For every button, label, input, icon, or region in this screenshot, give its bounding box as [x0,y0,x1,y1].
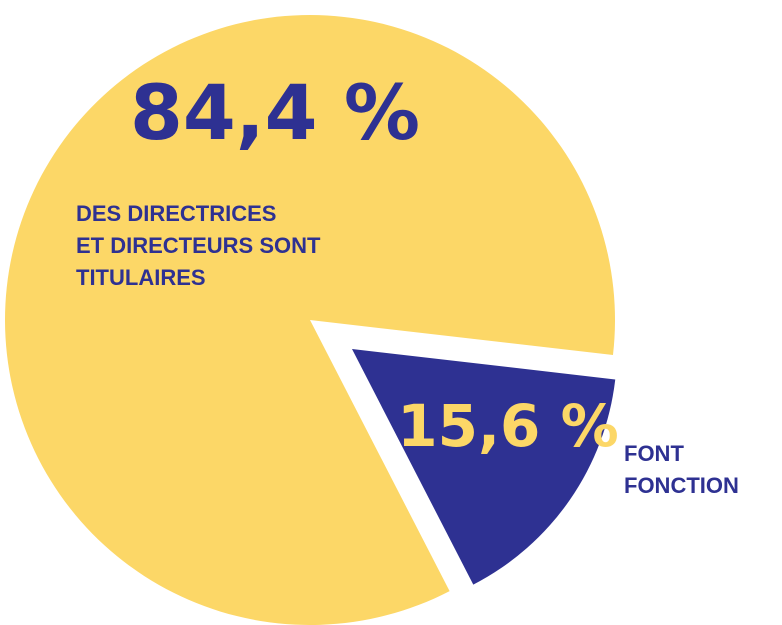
slice-description: TITULAIRES [76,265,206,290]
pie-slice [352,349,616,585]
value-label: 84,4 % [130,68,420,157]
slice-description: FONT [624,441,684,466]
slice-description: DES DIRECTRICES [76,201,276,226]
slice-description: ET DIRECTEURS SONT [76,233,321,258]
value-label: 15,6 % [397,392,618,460]
slice-description: FONCTION [624,473,739,498]
pie-slice [5,15,615,625]
